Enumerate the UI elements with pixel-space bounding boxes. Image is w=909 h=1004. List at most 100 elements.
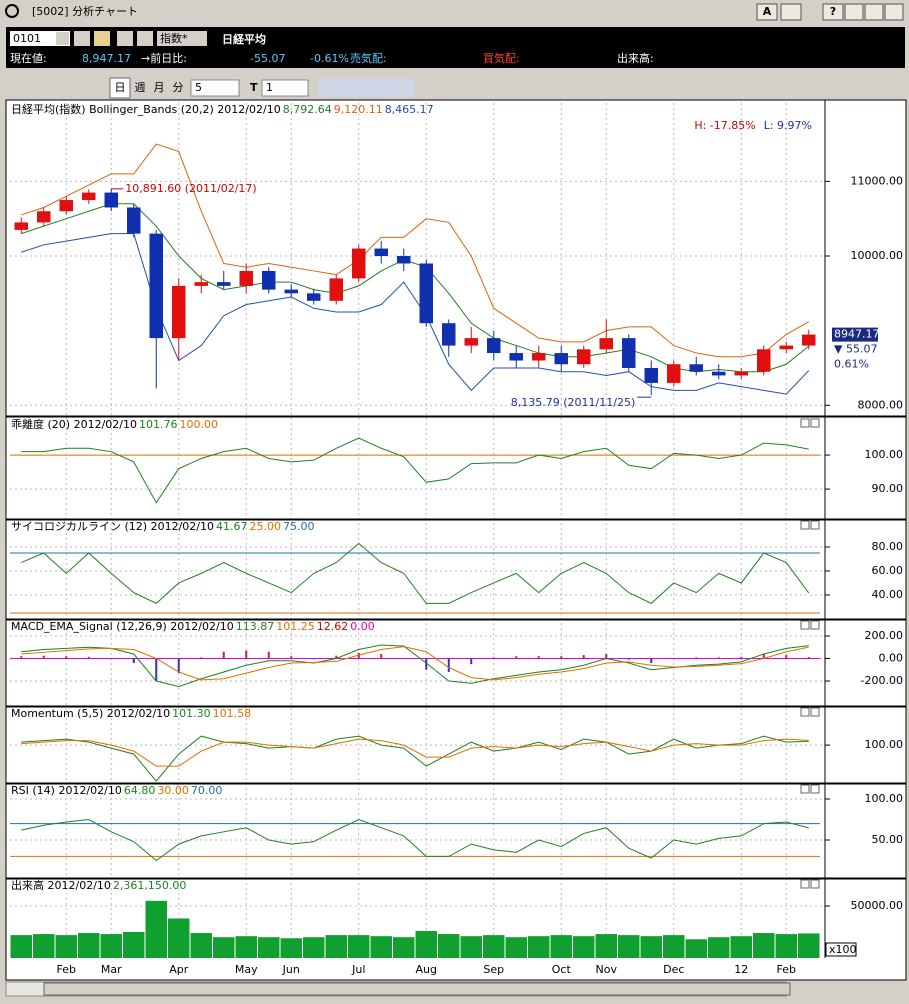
volume-bar: [798, 933, 820, 958]
histogram-bar: [132, 658, 135, 664]
close-button[interactable]: [884, 3, 904, 21]
candle-body: [374, 248, 388, 257]
change-label: →前日比:: [141, 51, 187, 65]
clear-icon[interactable]: [137, 31, 153, 46]
x-tick-label: Jun: [282, 963, 300, 976]
indicator-line: [21, 542, 810, 604]
scroll-thumb[interactable]: [43, 982, 791, 996]
header-value: 8,465.17: [385, 103, 434, 116]
histogram-bar: [605, 654, 608, 659]
nav-buttons[interactable]: [792, 982, 904, 996]
indicator-line: [21, 646, 809, 681]
candle-body: [59, 200, 73, 212]
candle-body: [284, 289, 298, 294]
candle-body: [667, 364, 681, 383]
candle-body: [779, 345, 793, 350]
code-input[interactable]: [10, 31, 70, 46]
delete-icon[interactable]: [475, 79, 493, 97]
y-tick-label: 200.00: [865, 629, 904, 642]
candle-body: [712, 371, 726, 376]
candle-body: [217, 282, 231, 286]
month-label[interactable]: 月: [154, 81, 165, 94]
font-button[interactable]: [756, 3, 778, 21]
tool-icon[interactable]: [12, 79, 30, 97]
x-tick-label: Dec: [663, 963, 684, 976]
interval-select[interactable]: [190, 79, 240, 97]
header-value: 101.76: [139, 418, 178, 431]
volume-bar: [685, 939, 707, 958]
volume-label: 出来高:: [617, 51, 654, 65]
week-label[interactable]: 週: [135, 81, 146, 94]
histogram-bar: [222, 651, 225, 659]
minimize-button[interactable]: [844, 3, 864, 21]
y-tick-label: 100.00: [865, 792, 904, 805]
candle-body: [127, 207, 141, 234]
search-icon[interactable]: [94, 31, 110, 46]
volume-bar: [415, 930, 437, 958]
volume-bar: [10, 935, 32, 958]
x-tick-label: Aug: [416, 963, 437, 976]
change-pct: -0.61%: [310, 52, 349, 65]
histogram-bar: [470, 658, 473, 665]
volume-bar: [235, 936, 257, 958]
x-tick-label: 12: [734, 963, 748, 976]
volume-bar: [100, 934, 122, 958]
maximize-button[interactable]: [864, 3, 884, 21]
volume-bar: [325, 935, 347, 958]
panel-header: Momentum (5,5) 2012/02/10 101.30 101.58: [11, 707, 251, 720]
enter-icon[interactable]: [74, 31, 90, 46]
header-value: 30.00: [157, 784, 189, 797]
histogram-bar: [537, 656, 540, 659]
panel-header: 乖離度 (20) 2012/02/10 101.76 100.00: [11, 417, 218, 431]
volume-bar: [708, 937, 730, 958]
x-tick-label: Feb: [57, 963, 76, 976]
histogram-bar: [87, 656, 90, 659]
high-annotation: 10,891.60 (2011/02/17): [125, 182, 256, 195]
y-tick-label: 80.00: [872, 540, 904, 553]
panel-title: サイコロジカルライン (12) 2012/02/10: [11, 520, 214, 533]
panel-header: 出来高 2012/02/10 2,361,150.00: [11, 878, 186, 892]
t-label[interactable]: T: [250, 81, 258, 94]
zoom-icon[interactable]: [38, 79, 56, 97]
instrument-name: 日経平均: [222, 32, 266, 46]
candle-body: [532, 353, 546, 361]
candle-body: [464, 338, 478, 346]
quote-bar: 0101 指数* 日経平均 現在値: 8,947.17 →前日比: -55.07…: [6, 27, 905, 68]
y-tick-label: 90.00: [872, 482, 904, 495]
x-tick-label: Sep: [483, 963, 504, 976]
help-button[interactable]: [822, 3, 844, 21]
panel-close-button: [810, 707, 820, 717]
histogram-bar: [560, 656, 563, 659]
histogram-bar: [447, 658, 450, 673]
range-label: H: -17.85%: [694, 119, 755, 132]
candle-body: [397, 256, 411, 264]
change-value: -55.07: [250, 52, 285, 65]
indicator-icons[interactable]: [318, 79, 414, 97]
histogram-bar: [740, 656, 743, 659]
count-select[interactable]: [261, 79, 309, 97]
histogram-bar: [245, 650, 248, 659]
volume-bar: [280, 938, 302, 958]
font-button-label: A: [763, 5, 772, 18]
panel-close-button: [810, 620, 820, 630]
code-dropdown[interactable]: [56, 32, 69, 45]
volume-bar: [663, 935, 685, 958]
panel-header: 日経平均(指数) Bollinger_Bands (20,2) 2012/02/…: [11, 102, 434, 116]
minute-label[interactable]: 分: [173, 81, 184, 94]
unit-box: [825, 942, 857, 957]
market-select[interactable]: [157, 31, 207, 46]
volume-bar: [258, 937, 280, 958]
indicator-line: [21, 437, 809, 504]
volume-unit: x100: [829, 943, 857, 956]
header-value: 75.00: [283, 520, 315, 533]
x-tick-label: Mar: [101, 963, 122, 976]
copy-button[interactable]: [780, 3, 802, 21]
histogram-bar: [177, 658, 180, 674]
volume-bar: [33, 934, 55, 958]
check-icon[interactable]: [117, 31, 133, 46]
y-tick-label: 100.00: [865, 738, 904, 751]
candle-body: [262, 270, 276, 290]
volume-bar: [775, 934, 797, 958]
histogram-bar: [785, 655, 788, 659]
day-button[interactable]: [109, 77, 131, 99]
